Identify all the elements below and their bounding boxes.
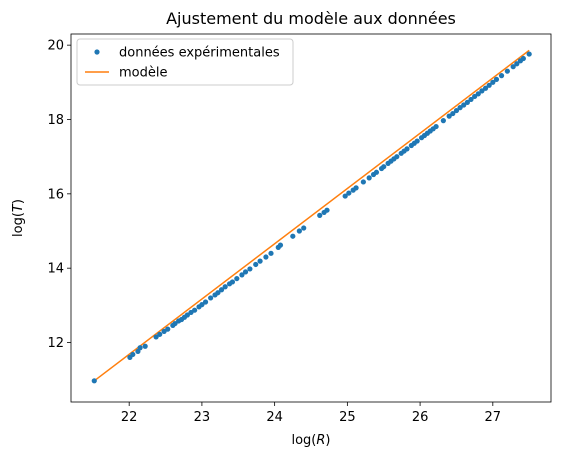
data-point — [199, 302, 205, 308]
data-point — [472, 93, 478, 100]
data-point — [461, 102, 467, 108]
axes-frame — [70, 33, 552, 403]
data-point — [253, 261, 259, 268]
data-point — [277, 242, 284, 248]
data-point — [457, 105, 463, 111]
data-point — [301, 225, 307, 231]
data-point — [526, 51, 532, 57]
data-point — [247, 266, 253, 272]
data-point — [468, 96, 474, 103]
data-point — [268, 250, 274, 256]
data-point — [433, 123, 439, 130]
x-axis-label: log(R) — [291, 433, 330, 448]
y-tick-label: 16 — [47, 187, 64, 202]
data-point — [360, 179, 366, 185]
data-point — [493, 76, 500, 82]
data-point — [520, 55, 526, 62]
data-point — [381, 164, 387, 170]
data-point — [446, 113, 452, 119]
plot-area — [91, 49, 532, 384]
data-point — [490, 79, 496, 85]
data-point — [504, 68, 510, 74]
data-point — [222, 284, 228, 290]
data-point — [414, 138, 420, 144]
data-point — [184, 312, 190, 318]
data-point — [192, 307, 198, 313]
y-axis-ticks: 12 14 16 18 20 — [47, 39, 71, 351]
data-point — [202, 299, 209, 305]
data-point — [153, 334, 159, 340]
data-point — [453, 107, 460, 114]
data-point — [234, 275, 240, 282]
data-point — [482, 85, 489, 91]
y-tick-label: 18 — [47, 113, 64, 128]
data-point — [137, 345, 143, 351]
data-point — [218, 287, 225, 293]
x-tick-label: 22 — [121, 410, 138, 425]
x-tick-label: 26 — [412, 410, 429, 425]
x-tick-label: 25 — [339, 410, 356, 425]
data-point — [514, 61, 520, 67]
y-tick-label: 14 — [47, 262, 64, 277]
data-point — [475, 91, 481, 97]
data-points-layer — [91, 51, 532, 384]
x-axis-ticks: 22 23 24 25 26 27 — [121, 402, 501, 425]
data-point — [91, 378, 97, 384]
data-point — [172, 320, 178, 327]
data-point — [394, 154, 400, 160]
x-tick-label: 23 — [194, 410, 211, 425]
data-point — [229, 279, 236, 285]
data-point — [486, 82, 492, 88]
data-point — [215, 290, 221, 296]
legend-box — [76, 38, 294, 86]
model-line-layer — [93, 49, 530, 382]
data-point — [208, 295, 214, 301]
x-tick-label: 24 — [266, 410, 283, 425]
data-point — [257, 258, 263, 264]
data-point — [373, 169, 380, 175]
legend-label-model: modèle — [119, 66, 167, 81]
data-point — [290, 233, 296, 239]
data-point — [510, 64, 516, 70]
data-point — [342, 193, 348, 199]
data-point — [479, 88, 485, 94]
data-point — [157, 331, 163, 337]
data-point — [239, 272, 245, 278]
data-point — [242, 269, 249, 275]
x-tick-label: 27 — [485, 410, 502, 425]
data-point — [324, 207, 330, 213]
data-point — [296, 228, 302, 234]
model-line — [93, 49, 530, 382]
data-point — [142, 343, 148, 349]
legend-label-data: données expérimentales — [119, 46, 280, 61]
data-point — [130, 351, 136, 358]
legend-marker-data — [94, 49, 100, 55]
data-point — [450, 110, 456, 117]
data-point — [317, 212, 323, 218]
data-point — [464, 99, 470, 105]
data-point — [263, 254, 269, 260]
data-point — [404, 146, 410, 152]
chart-title: Ajustement du modèle aux données — [166, 9, 456, 28]
data-point — [165, 326, 171, 332]
y-axis-label: log(T) — [11, 199, 26, 237]
data-point — [353, 185, 359, 191]
y-tick-label: 20 — [47, 39, 64, 54]
y-tick-label: 12 — [47, 336, 64, 351]
data-point — [366, 175, 372, 181]
data-point — [440, 118, 446, 124]
data-point — [498, 73, 505, 79]
legend: données expérimentales modèle — [76, 38, 294, 86]
data-point — [346, 190, 352, 196]
